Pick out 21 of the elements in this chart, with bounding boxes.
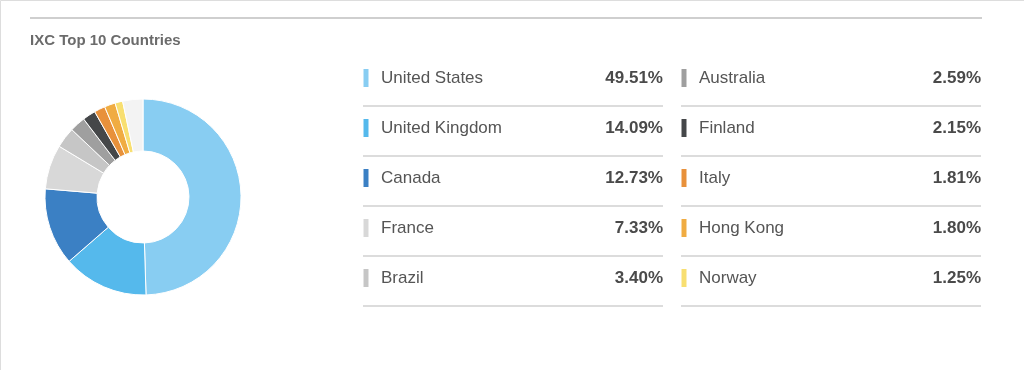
data-label: 1.80% xyxy=(932,218,981,237)
data-label: 14.09% xyxy=(605,118,663,137)
legend-label: Brazil xyxy=(381,268,424,287)
data-label: 49.51% xyxy=(605,68,663,87)
data-label: 12.73% xyxy=(605,168,663,187)
legend-label: Hong Kong xyxy=(699,218,785,237)
legend-label: Australia xyxy=(699,68,766,87)
data-label: 2.15% xyxy=(932,118,981,137)
data-label: 1.25% xyxy=(932,268,981,287)
legend-label: Finland xyxy=(699,118,755,137)
legend-label: Canada xyxy=(381,168,442,187)
legend-label: United States xyxy=(381,68,484,87)
legend-label: Norway xyxy=(699,268,758,287)
data-label: 3.40% xyxy=(614,268,663,287)
legend-label: France xyxy=(381,218,434,237)
chart-title: IXC Top 10 Countries xyxy=(30,31,181,48)
legend-label: Italy xyxy=(699,168,731,187)
legend-label: United Kingdom xyxy=(381,118,502,137)
data-label: 7.33% xyxy=(614,218,663,237)
data-label: 2.59% xyxy=(932,68,981,87)
data-label: 1.81% xyxy=(932,168,981,187)
